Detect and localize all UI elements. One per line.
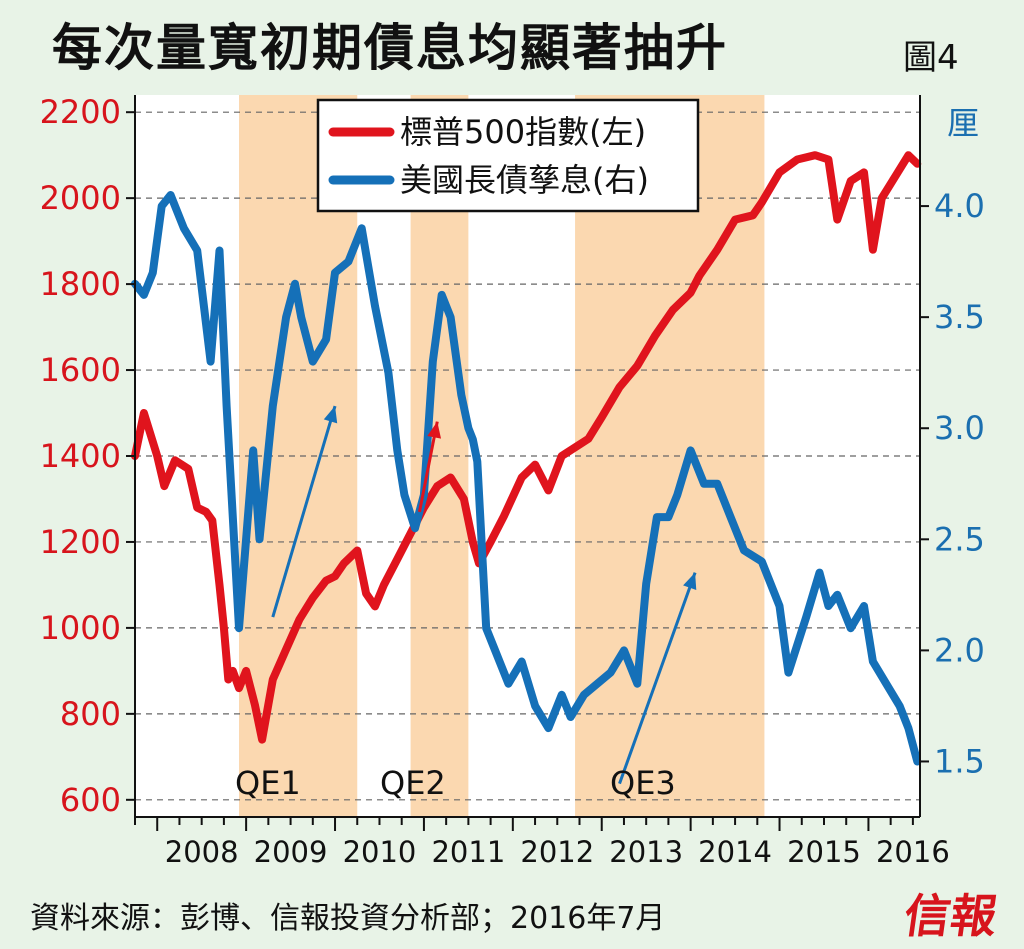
x-tick-label: 2013 [609, 835, 683, 869]
x-tick-label: 2008 [165, 835, 239, 869]
right-tick-label: 4.0 [934, 187, 985, 225]
arrow-head-qe1 [323, 406, 338, 424]
right-axis: 1.5 2.0 2.5 3.0 3.5 4.0 [919, 95, 985, 817]
left-axis: 600 800 1000 1200 1400 1600 1800 2000 2200 [40, 93, 136, 819]
right-tick-label: 3.5 [934, 298, 985, 336]
x-tick-label: 2012 [520, 835, 594, 869]
left-tick-label: 1800 [40, 265, 121, 303]
series-line-sp500 [131, 151, 922, 744]
x-tick-label: 2011 [431, 835, 505, 869]
right-tick-label: 3.0 [934, 409, 985, 447]
left-tick-label: 800 [60, 695, 121, 733]
right-tick-label: 2.5 [934, 520, 985, 558]
brand-logo: 信報 [900, 889, 1001, 943]
left-tick-label: 2200 [40, 93, 121, 131]
left-tick-label: 1200 [40, 523, 121, 561]
x-axis: 2008 2009 2010 2011 2012 2013 2014 2015 2016 [134, 816, 950, 869]
arrow-qe1 [271, 405, 337, 618]
x-tick-label: 2014 [698, 835, 772, 869]
right-tick-label: 1.5 [934, 742, 985, 780]
x-tick-label: 2010 [343, 835, 417, 869]
series-line-yield [131, 191, 922, 766]
series-lines [131, 151, 922, 766]
left-tick-label: 2000 [40, 179, 121, 217]
page-title: 每次量寬初期債息均顯著抽升 [52, 19, 728, 77]
annotation-arrows [271, 405, 697, 785]
qe-label-qe1: QE1 [235, 764, 301, 802]
left-tick-label: 1000 [40, 609, 121, 647]
arrow-qe3 [618, 572, 697, 785]
gridlines [135, 111, 920, 801]
qe-label-qe2: QE2 [380, 764, 446, 802]
legend-box [316, 98, 700, 213]
legend-label-sp500: 標普500指數(左) [400, 113, 646, 151]
source-note: 資料來源：彭博、信報投資分析部；2016年7月 [30, 901, 666, 936]
right-axis-unit: 厘 [947, 104, 979, 142]
right-tick-label: 2.0 [934, 631, 985, 669]
left-tick-label: 1600 [40, 351, 121, 389]
legend: 標普500指數(左) 美國長債孳息(右) [316, 98, 700, 213]
legend-label-yield: 美國長債孳息(右) [400, 161, 649, 199]
x-tick-label: 2015 [787, 835, 861, 869]
qe-labels: QE1 QE2 QE3 [235, 764, 676, 802]
x-tick-label: 2016 [876, 835, 950, 869]
left-tick-label: 1400 [40, 437, 121, 475]
qe-label-qe3: QE3 [610, 764, 676, 802]
figure-label: 圖4 [903, 38, 959, 78]
left-tick-label: 600 [60, 781, 121, 819]
x-tick-label: 2009 [254, 835, 328, 869]
arrow-head-qe2 [427, 421, 442, 439]
arrow-head-qe3 [683, 572, 697, 591]
